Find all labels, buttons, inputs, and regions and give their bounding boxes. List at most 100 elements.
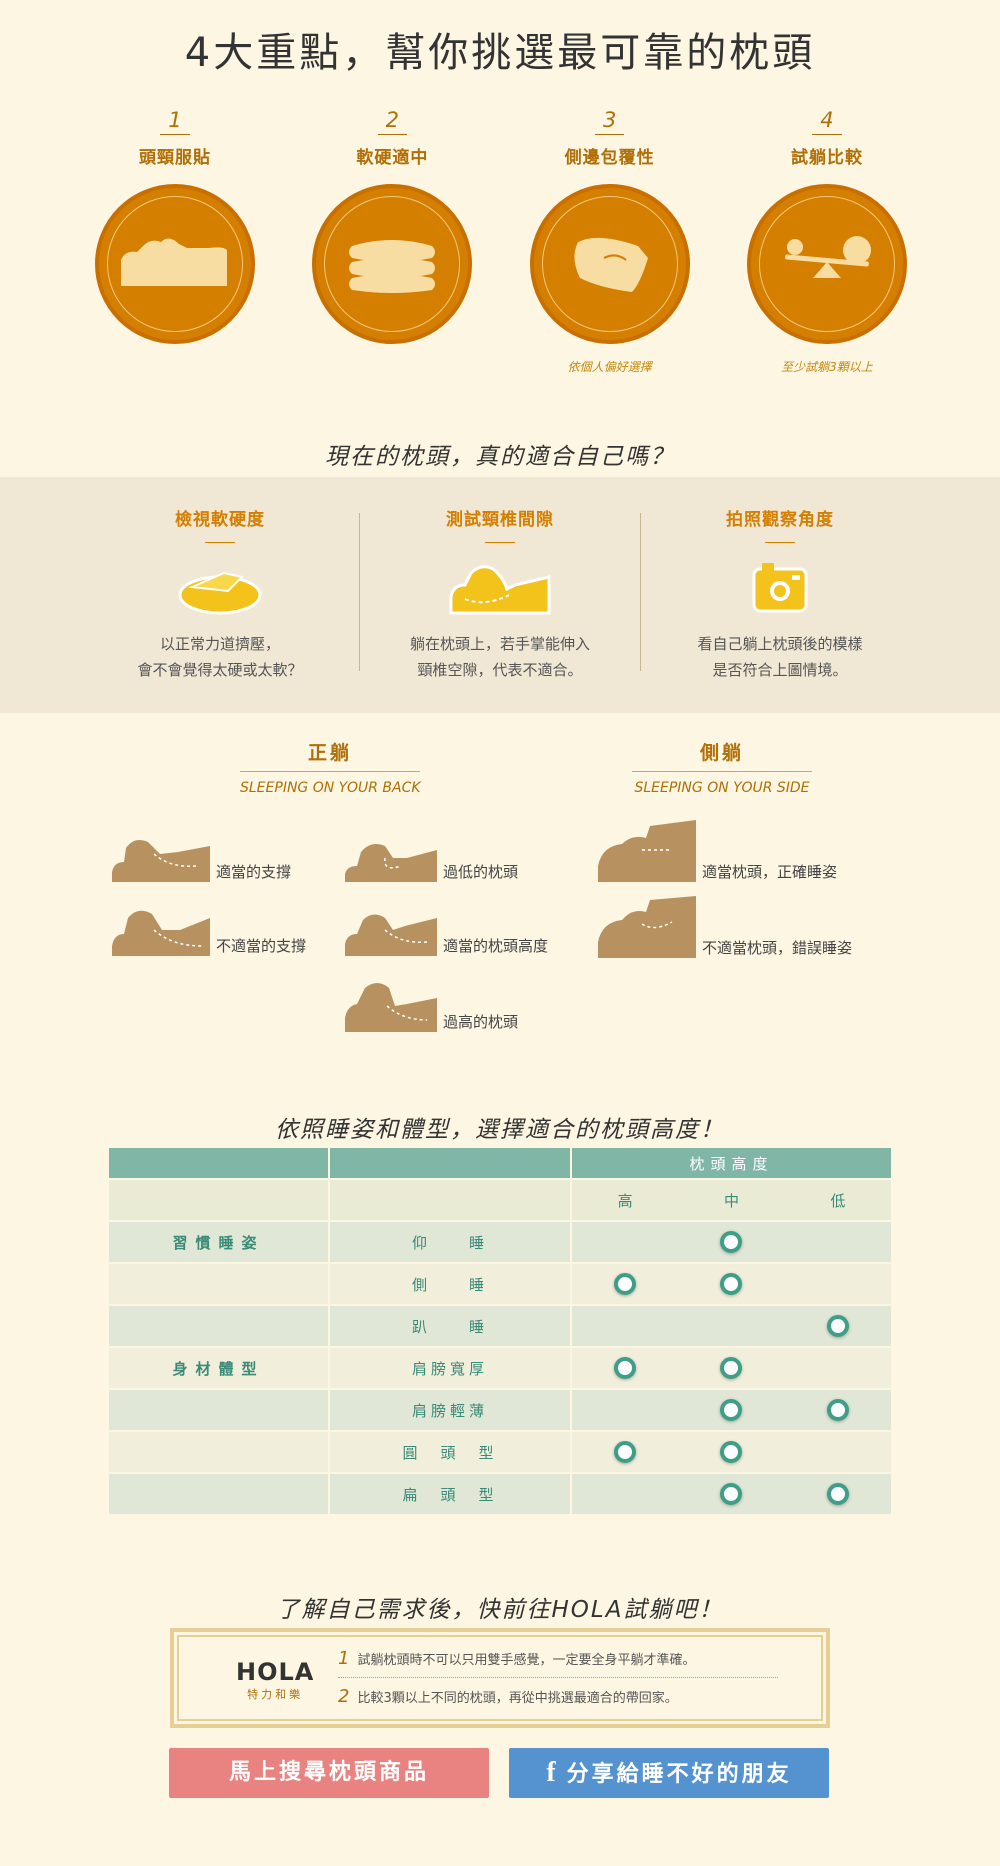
head-gap-icon xyxy=(449,565,551,615)
height-mark-dot xyxy=(720,1441,743,1463)
pos-proper-height: 適當的枕頭高度 xyxy=(343,906,548,956)
rule-text: 比較3顆以上不同的枕頭，再從中挑選最適合的帶回家。 xyxy=(357,1691,678,1706)
tip-separator xyxy=(359,513,360,671)
rule-text: 試躺枕頭時不可以只用雙手感覺，一定要全身平躺才準確。 xyxy=(357,1653,696,1668)
pos-improper-support: 不適當的支撐 xyxy=(110,906,306,956)
pillow-pressing-icon xyxy=(178,571,262,615)
tip-photo: 拍照觀察角度 看自己躺上枕頭後的模樣 是否符合上圖情境。 xyxy=(640,505,920,683)
row-category: 習慣睡姿 xyxy=(109,1221,330,1264)
sleeping-head-icon xyxy=(112,910,210,956)
height-mark-dot xyxy=(614,1441,637,1463)
row-category xyxy=(109,1473,330,1516)
tip-line: 會不會覺得太硬或太軟？ xyxy=(137,661,303,679)
pos-too-high: 過高的枕頭 xyxy=(343,980,518,1032)
tip-line: 以正常力道擠壓， xyxy=(159,635,280,653)
position-label: 過高的枕頭 xyxy=(443,1013,519,1031)
logo-subtext: 特力和樂 xyxy=(247,1688,304,1701)
row-posture: 側 睡 xyxy=(329,1263,572,1306)
sleeping-head-icon xyxy=(345,983,437,1032)
height-mark-dot xyxy=(614,1273,637,1295)
side-sleep-subtitle: SLEEPING ON YOUR SIDE xyxy=(634,780,810,796)
table-header-cell xyxy=(109,1179,330,1222)
sleeping-head-icon xyxy=(345,914,437,956)
tip-line: 頸椎空隙，代表不適合。 xyxy=(417,661,583,679)
rule-1: 1 試躺枕頭時不可以只用雙手感覺，一定要全身平躺才準確。 xyxy=(338,1648,778,1678)
rule-number: 1 xyxy=(338,1648,350,1669)
tip-line: 看自己躺上枕頭後的模樣 xyxy=(697,635,863,653)
point-note xyxy=(91,358,259,374)
search-pillow-button[interactable]: 馬上搜尋枕頭商品 xyxy=(169,1748,489,1798)
table-row: 趴 睡 xyxy=(109,1305,891,1348)
hola-logo: HOLA 特力和樂 xyxy=(236,1658,314,1702)
tips-section: 檢視軟硬度 以正常力道擠壓， 會不會覺得太硬或太軟？ 測試頸椎間隙 躺在枕頭上，… xyxy=(0,477,1000,713)
row-category xyxy=(109,1263,330,1306)
position-label: 不適當枕頭，錯誤睡姿 xyxy=(702,939,853,957)
point-2: 2 軟硬適中 xyxy=(308,108,476,374)
tip-title: 拍照觀察角度 xyxy=(726,510,834,530)
col-mid: 中 xyxy=(723,1191,739,1210)
point-number: 1 xyxy=(160,108,190,135)
row-posture: 肩膀輕薄 xyxy=(329,1389,572,1432)
point-note xyxy=(308,358,476,374)
row-marks xyxy=(571,1347,891,1390)
col-low: 低 xyxy=(830,1191,846,1210)
point-note: 至少試躺3顆以上 xyxy=(781,360,873,374)
point-label: 試躺比較 xyxy=(790,148,863,168)
row-marks xyxy=(571,1473,891,1516)
tip-line: 是否符合上圖情境。 xyxy=(712,661,848,679)
point-number: 4 xyxy=(812,108,842,135)
logo-text: HOLA xyxy=(236,1658,315,1686)
row-posture: 扁 頭 型 xyxy=(329,1473,572,1516)
height-mark-dot xyxy=(826,1483,849,1505)
table-header-row: 枕頭高度 xyxy=(109,1148,891,1180)
row-marks xyxy=(571,1221,891,1264)
table-subheader-row: 高 中 低 xyxy=(109,1179,891,1222)
facebook-icon: f xyxy=(546,1757,559,1788)
point-1: 1 頭頸服貼 xyxy=(91,108,259,374)
back-sleep-title: 正躺 xyxy=(240,738,420,772)
row-category xyxy=(109,1305,330,1348)
table-row: 習慣睡姿仰 睡 xyxy=(109,1221,891,1264)
position-label: 過低的枕頭 xyxy=(443,863,519,881)
point-number: 2 xyxy=(377,108,408,135)
row-marks xyxy=(571,1263,891,1306)
pos-too-low: 過低的枕頭 xyxy=(343,832,518,882)
row-marks xyxy=(571,1305,891,1348)
table-row: 肩膀輕薄 xyxy=(109,1389,891,1432)
row-category: 身材體型 xyxy=(109,1347,330,1390)
table-row: 扁 頭 型 xyxy=(109,1473,891,1516)
row-posture: 仰 睡 xyxy=(329,1221,572,1264)
head-on-pillow-icon xyxy=(95,184,255,344)
rule-2: 2 比較3顆以上不同的枕頭，再從中挑選最適合的帶回家。 xyxy=(338,1686,778,1707)
table-header-cell xyxy=(329,1148,572,1180)
tips-box-inner xyxy=(177,1635,823,1721)
share-facebook-button[interactable]: f 分享給睡不好的朋友 xyxy=(509,1748,829,1798)
height-mark-dot xyxy=(826,1399,849,1421)
side-sleeping-icon xyxy=(598,896,696,958)
position-label: 適當枕頭，正確睡姿 xyxy=(702,863,838,881)
table-row: 圓 頭 型 xyxy=(109,1431,891,1474)
pillow-icon xyxy=(529,184,690,344)
row-posture: 圓 頭 型 xyxy=(329,1431,572,1474)
row-posture: 肩膀寬厚 xyxy=(329,1347,572,1390)
point-label: 軟硬適中 xyxy=(356,148,429,168)
back-sleep-subtitle: SLEEPING ON YOUR BACK xyxy=(240,780,421,796)
camera-icon xyxy=(752,563,808,613)
pillow-height-table: 枕頭高度 高 中 低 習慣睡姿仰 睡側 睡趴 睡身材體型 肩膀寬厚 肩膀輕薄圓 頭 … xyxy=(109,1148,891,1516)
sleeping-head-icon xyxy=(345,844,437,882)
cta-title: 了解自己需求後，快前往HOLA試躺吧！ xyxy=(276,1597,724,1623)
tip-divider xyxy=(765,542,795,543)
row-marks xyxy=(571,1431,891,1474)
height-mark-dot xyxy=(720,1231,743,1253)
page-title: 4大重點，幫你挑選最可靠的枕頭 xyxy=(184,30,816,76)
position-label: 適當的枕頭高度 xyxy=(443,937,549,955)
tip-neck-gap: 測試頸椎間隙 躺在枕頭上，若手掌能伸入 頸椎空隙，代表不適合。 xyxy=(360,505,640,683)
sleeping-head-icon xyxy=(112,840,210,882)
table-row: 身材體型 肩膀寬厚 xyxy=(109,1347,891,1390)
tip-line: 躺在枕頭上，若手掌能伸入 xyxy=(409,635,590,653)
rule-number: 2 xyxy=(338,1686,350,1707)
table-header-cell xyxy=(329,1179,572,1222)
height-mark-dot xyxy=(614,1357,637,1379)
height-mark-dot xyxy=(720,1399,743,1421)
question-title: 現在的枕頭，真的適合自己嗎？ xyxy=(325,444,675,470)
